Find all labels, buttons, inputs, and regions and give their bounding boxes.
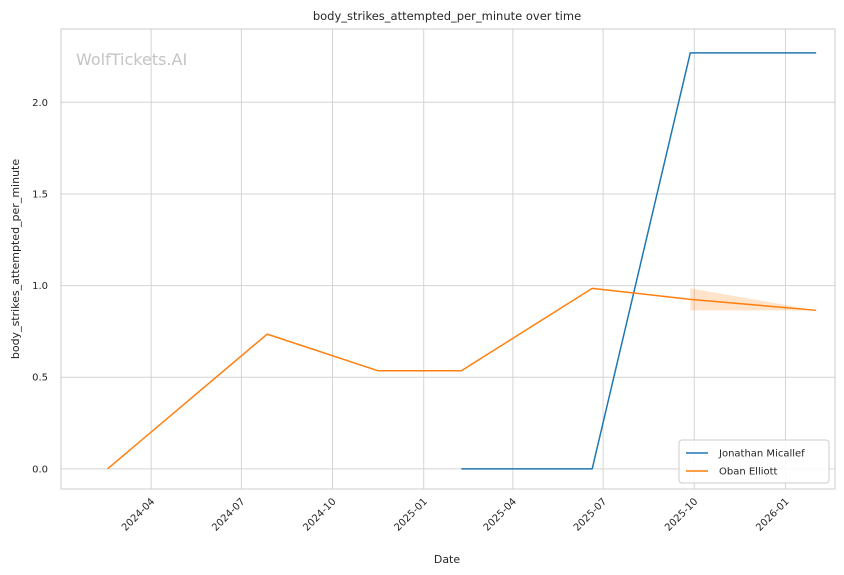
legend-entry: Jonathan Micallef (718, 449, 805, 460)
watermark: WolfTickets.AI (76, 50, 187, 69)
x-tick-label: 2024-10 (301, 496, 338, 533)
x-tick-label: 2025-07 (572, 496, 609, 533)
grid-lines (61, 29, 835, 489)
x-tick-label: 2025-10 (663, 496, 700, 533)
confidence-bands (690, 288, 817, 311)
x-tick-label: 2024-04 (120, 496, 157, 533)
plot-frame (60, 28, 836, 490)
legend-entry: Oban Elliott (719, 467, 778, 478)
x-tick-label: 2026-01 (754, 496, 791, 533)
series-line (461, 52, 817, 470)
y-tick-label: 1.5 (32, 189, 48, 200)
series-line (107, 287, 817, 470)
x-tick-label: 2024-07 (210, 496, 247, 533)
y-tick-label: 0.5 (32, 373, 48, 384)
y-tick-label: 1.0 (32, 281, 48, 292)
legend: Jonathan Micallef Oban Elliott (678, 439, 830, 484)
series-lines (107, 52, 817, 470)
y-tick-labels: 0.0 0.5 1.0 1.5 2.0 (32, 98, 48, 476)
x-tick-labels: 2024-04 2024-07 2024-10 2025-01 2025-04 2025-… (120, 496, 792, 533)
x-tick-label: 2025-01 (393, 496, 430, 533)
confidence-band (690, 288, 817, 311)
y-tick-label: 2.0 (32, 98, 48, 109)
legend-box (678, 439, 830, 484)
chart-title: body_strikes_attempted_per_minute over t… (313, 9, 581, 23)
x-axis-label: Date (434, 553, 461, 566)
x-tick-label: 2025-04 (482, 496, 519, 533)
y-tick-label: 0.0 (32, 464, 48, 475)
y-axis-label: body_strikes_attempted_per_minute (9, 159, 22, 359)
